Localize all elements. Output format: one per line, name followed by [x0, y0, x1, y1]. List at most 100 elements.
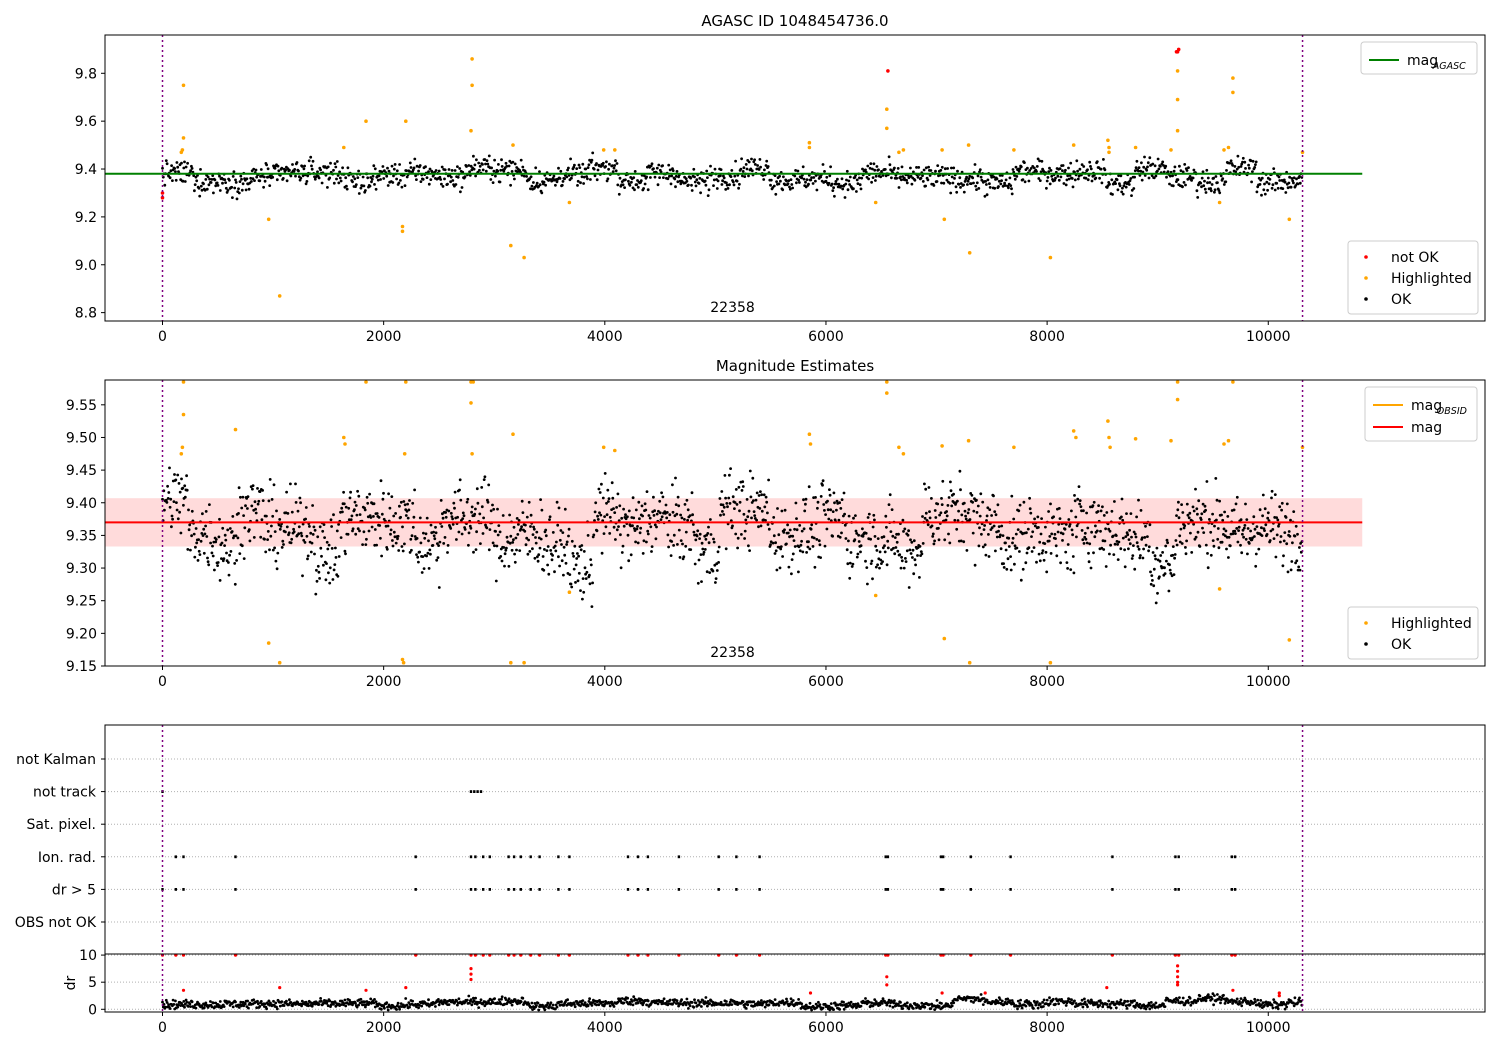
ok-point	[362, 530, 366, 534]
ok-point	[355, 513, 359, 517]
ok-point	[529, 1005, 533, 1009]
ok-point	[299, 531, 303, 535]
ok-point	[178, 490, 182, 494]
highlighted-point	[885, 126, 889, 131]
ok-point	[859, 187, 863, 191]
ok-point	[745, 498, 749, 501]
ok-point	[253, 179, 256, 183]
x-tick-label: 6000	[808, 674, 844, 690]
ok-point	[1221, 177, 1225, 181]
ok-point	[1146, 535, 1149, 538]
ok-point	[316, 170, 319, 174]
flag-marker	[469, 855, 473, 859]
ok-point	[792, 539, 796, 542]
ok-point	[473, 163, 477, 167]
ok-point	[825, 175, 829, 179]
ok-point	[1006, 997, 1010, 1001]
ok-point	[294, 482, 297, 486]
ok-point	[553, 570, 556, 574]
ok-point	[707, 188, 711, 192]
ok-point	[650, 550, 653, 553]
ok-point	[261, 489, 264, 492]
ok-point	[817, 539, 821, 543]
ok-point	[921, 174, 924, 178]
flag-marker	[234, 888, 237, 891]
ok-point	[885, 563, 889, 567]
ok-point	[766, 511, 769, 515]
ok-point	[684, 530, 688, 534]
ok-point	[380, 170, 384, 174]
ok-point	[425, 176, 429, 180]
ok-point	[780, 509, 784, 513]
ok-point	[773, 552, 777, 555]
ok-point	[1254, 163, 1257, 167]
ok-point	[823, 509, 826, 512]
flag-marker	[942, 855, 945, 859]
ok-point	[449, 180, 452, 184]
ok-point	[263, 1002, 267, 1006]
ok-point	[454, 183, 458, 186]
ok-point	[417, 560, 420, 564]
ok-point	[969, 999, 973, 1003]
ok-point	[802, 177, 806, 181]
ok-point	[531, 547, 534, 551]
ok-point	[1127, 547, 1130, 551]
ok-point	[319, 999, 323, 1003]
ok-point	[888, 1004, 892, 1008]
ok-point	[919, 176, 923, 180]
x-tick-label: 6000	[808, 329, 844, 345]
ok-point	[567, 166, 570, 170]
ok-point	[675, 999, 679, 1003]
ok-point	[623, 186, 626, 190]
ok-point	[1114, 182, 1117, 186]
ok-point	[1298, 568, 1302, 572]
ok-point	[821, 479, 825, 483]
ok-point	[760, 999, 763, 1002]
ok-point	[203, 188, 207, 192]
ok-point	[556, 523, 560, 527]
ok-point	[1204, 191, 1208, 194]
ok-point	[1212, 544, 1216, 548]
ok-point	[1234, 532, 1237, 535]
ok-point	[880, 999, 883, 1003]
ok-point	[1253, 527, 1257, 531]
ok-point	[1179, 169, 1183, 173]
ok-point	[1135, 159, 1139, 163]
highlighted-point	[1048, 255, 1053, 260]
flag-marker	[884, 888, 887, 891]
ok-point	[734, 488, 738, 491]
ok-point	[285, 999, 288, 1003]
ok-point	[270, 498, 274, 501]
ok-point	[310, 541, 314, 545]
ok-point	[224, 186, 228, 190]
ok-point	[648, 516, 652, 520]
y-tick-label: 9.55	[66, 398, 97, 414]
ok-point	[662, 997, 666, 1001]
ok-point	[231, 175, 235, 178]
ok-point	[512, 538, 515, 542]
ok-point	[1086, 526, 1090, 530]
ok-point	[1109, 1006, 1113, 1010]
ok-point	[769, 183, 772, 187]
ok-point	[233, 582, 237, 586]
ok-point	[1135, 515, 1138, 519]
ok-point	[415, 537, 419, 540]
ok-point	[451, 998, 455, 1002]
ok-point	[438, 175, 442, 179]
ok-point	[852, 516, 855, 520]
ok-point	[392, 514, 396, 518]
ok-point	[840, 498, 844, 501]
ok-point	[1136, 545, 1140, 548]
ok-point	[548, 518, 551, 521]
ok-point	[582, 175, 586, 179]
ok-point	[1281, 187, 1285, 191]
ok-point	[1148, 1007, 1152, 1011]
ok-point	[912, 539, 916, 543]
ok-point	[876, 537, 880, 540]
ok-point	[428, 548, 432, 552]
ok-point	[489, 1002, 493, 1006]
flag-marker	[886, 855, 890, 859]
ok-point	[224, 181, 228, 185]
ok-point	[797, 178, 800, 182]
ok-point	[535, 530, 539, 534]
